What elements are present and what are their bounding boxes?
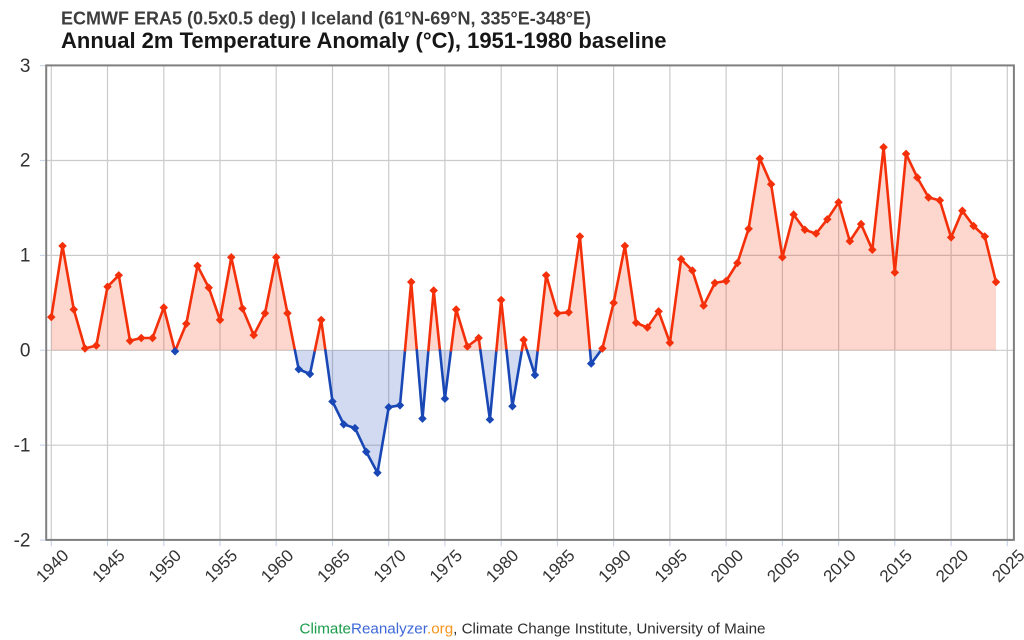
svg-text:ClimateReanalyzer.org, Climate: ClimateReanalyzer.org, Climate Change In…: [300, 621, 766, 638]
svg-text:3: 3: [20, 56, 31, 77]
svg-text:Annual 2m Temperature Anomaly: Annual 2m Temperature Anomaly (°C), 1951…: [61, 28, 666, 53]
svg-text:ECMWF ERA5 (0.5x0.5 deg) I Ice: ECMWF ERA5 (0.5x0.5 deg) I Iceland (61°N…: [61, 8, 591, 28]
svg-text:-2: -2: [14, 530, 31, 551]
svg-text:2: 2: [20, 151, 31, 172]
svg-text:-1: -1: [14, 435, 31, 456]
svg-text:0: 0: [20, 341, 31, 362]
svg-text:1: 1: [20, 246, 31, 267]
